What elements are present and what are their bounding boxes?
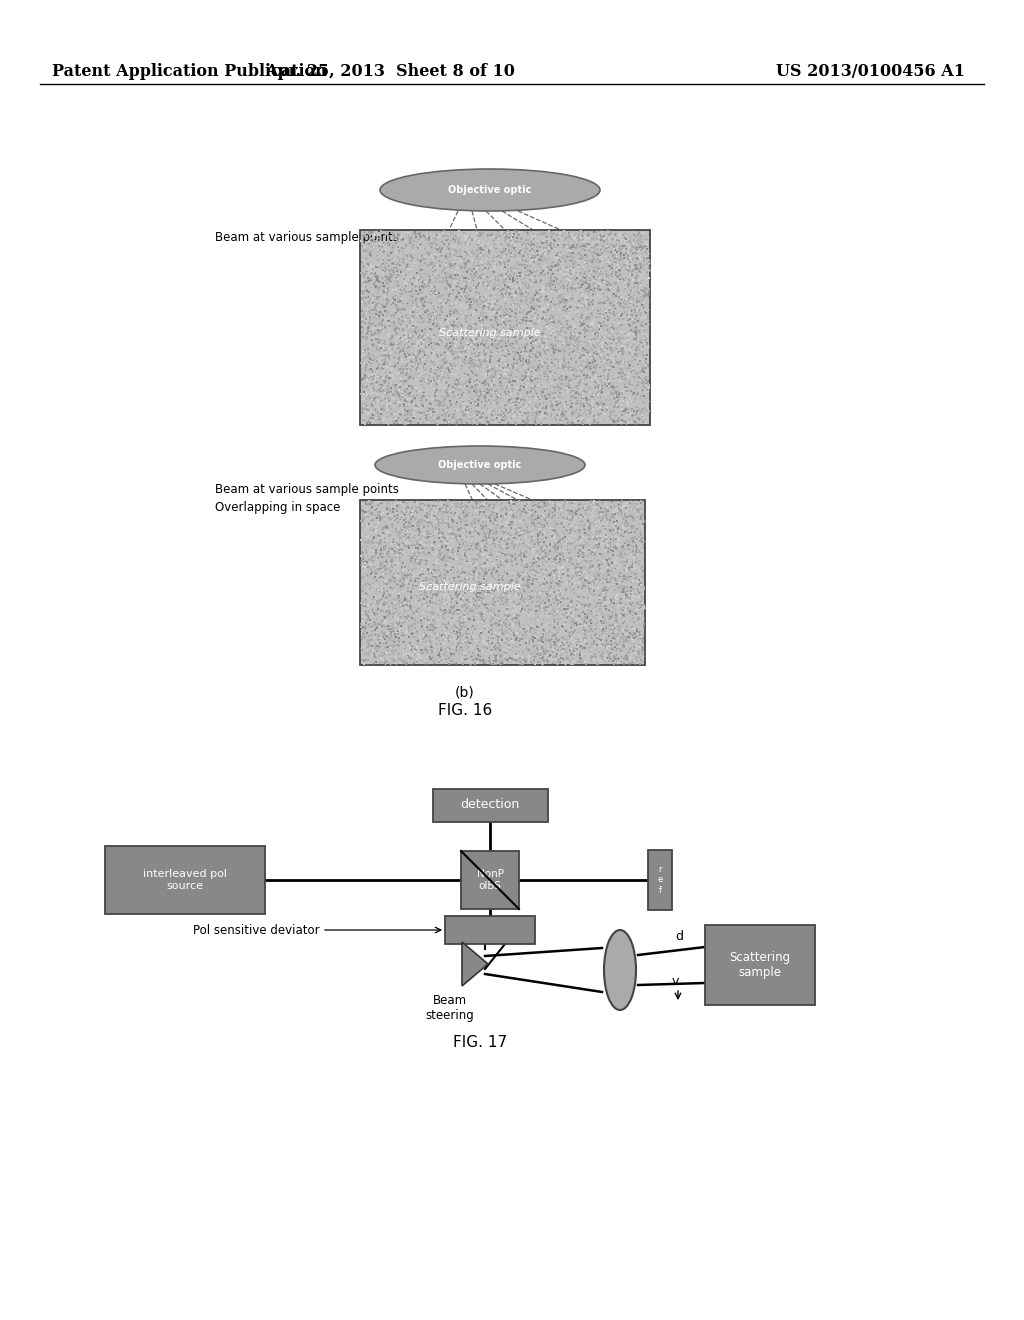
Text: Objective optic: Objective optic	[438, 459, 521, 470]
Text: Scattering sample: Scattering sample	[419, 582, 521, 593]
Bar	[445, 916, 535, 944]
Bar	[705, 925, 815, 1005]
Text: v: v	[672, 975, 679, 987]
Text: Scattering
sample: Scattering sample	[729, 950, 791, 979]
Text: Beam
steering: Beam steering	[426, 994, 474, 1022]
Bar	[648, 850, 672, 909]
Text: FIG. 16: FIG. 16	[438, 704, 493, 718]
Text: Beam at various sample points: Beam at various sample points	[215, 483, 399, 496]
Bar	[461, 851, 519, 909]
Text: Patent Application Publication: Patent Application Publication	[52, 63, 327, 81]
Text: US 2013/0100456 A1: US 2013/0100456 A1	[775, 63, 965, 81]
Text: r
e
f: r e f	[657, 865, 663, 895]
Text: (a): (a)	[470, 445, 489, 459]
Text: FIG. 17: FIG. 17	[453, 1035, 507, 1049]
Text: Scattering sample: Scattering sample	[439, 327, 541, 338]
Text: Beam at various sample points: Beam at various sample points	[215, 231, 399, 243]
Polygon shape	[462, 942, 488, 986]
Bar	[105, 846, 265, 913]
Bar	[360, 230, 650, 425]
Text: Overlapping in space: Overlapping in space	[215, 500, 340, 513]
Bar	[360, 500, 645, 665]
Ellipse shape	[375, 446, 585, 484]
Text: Objective optic: Objective optic	[449, 185, 531, 195]
Text: detection: detection	[461, 799, 519, 812]
Ellipse shape	[380, 169, 600, 211]
Text: d: d	[675, 931, 683, 942]
Text: (b): (b)	[455, 685, 475, 700]
Text: Pol sensitive deviator: Pol sensitive deviator	[194, 924, 319, 936]
Bar	[432, 788, 548, 821]
Text: NonP
olBS: NonP olBS	[476, 869, 504, 891]
Text: interleaved pol
source: interleaved pol source	[143, 869, 227, 891]
Ellipse shape	[604, 931, 636, 1010]
Text: Apr. 25, 2013  Sheet 8 of 10: Apr. 25, 2013 Sheet 8 of 10	[265, 63, 515, 81]
